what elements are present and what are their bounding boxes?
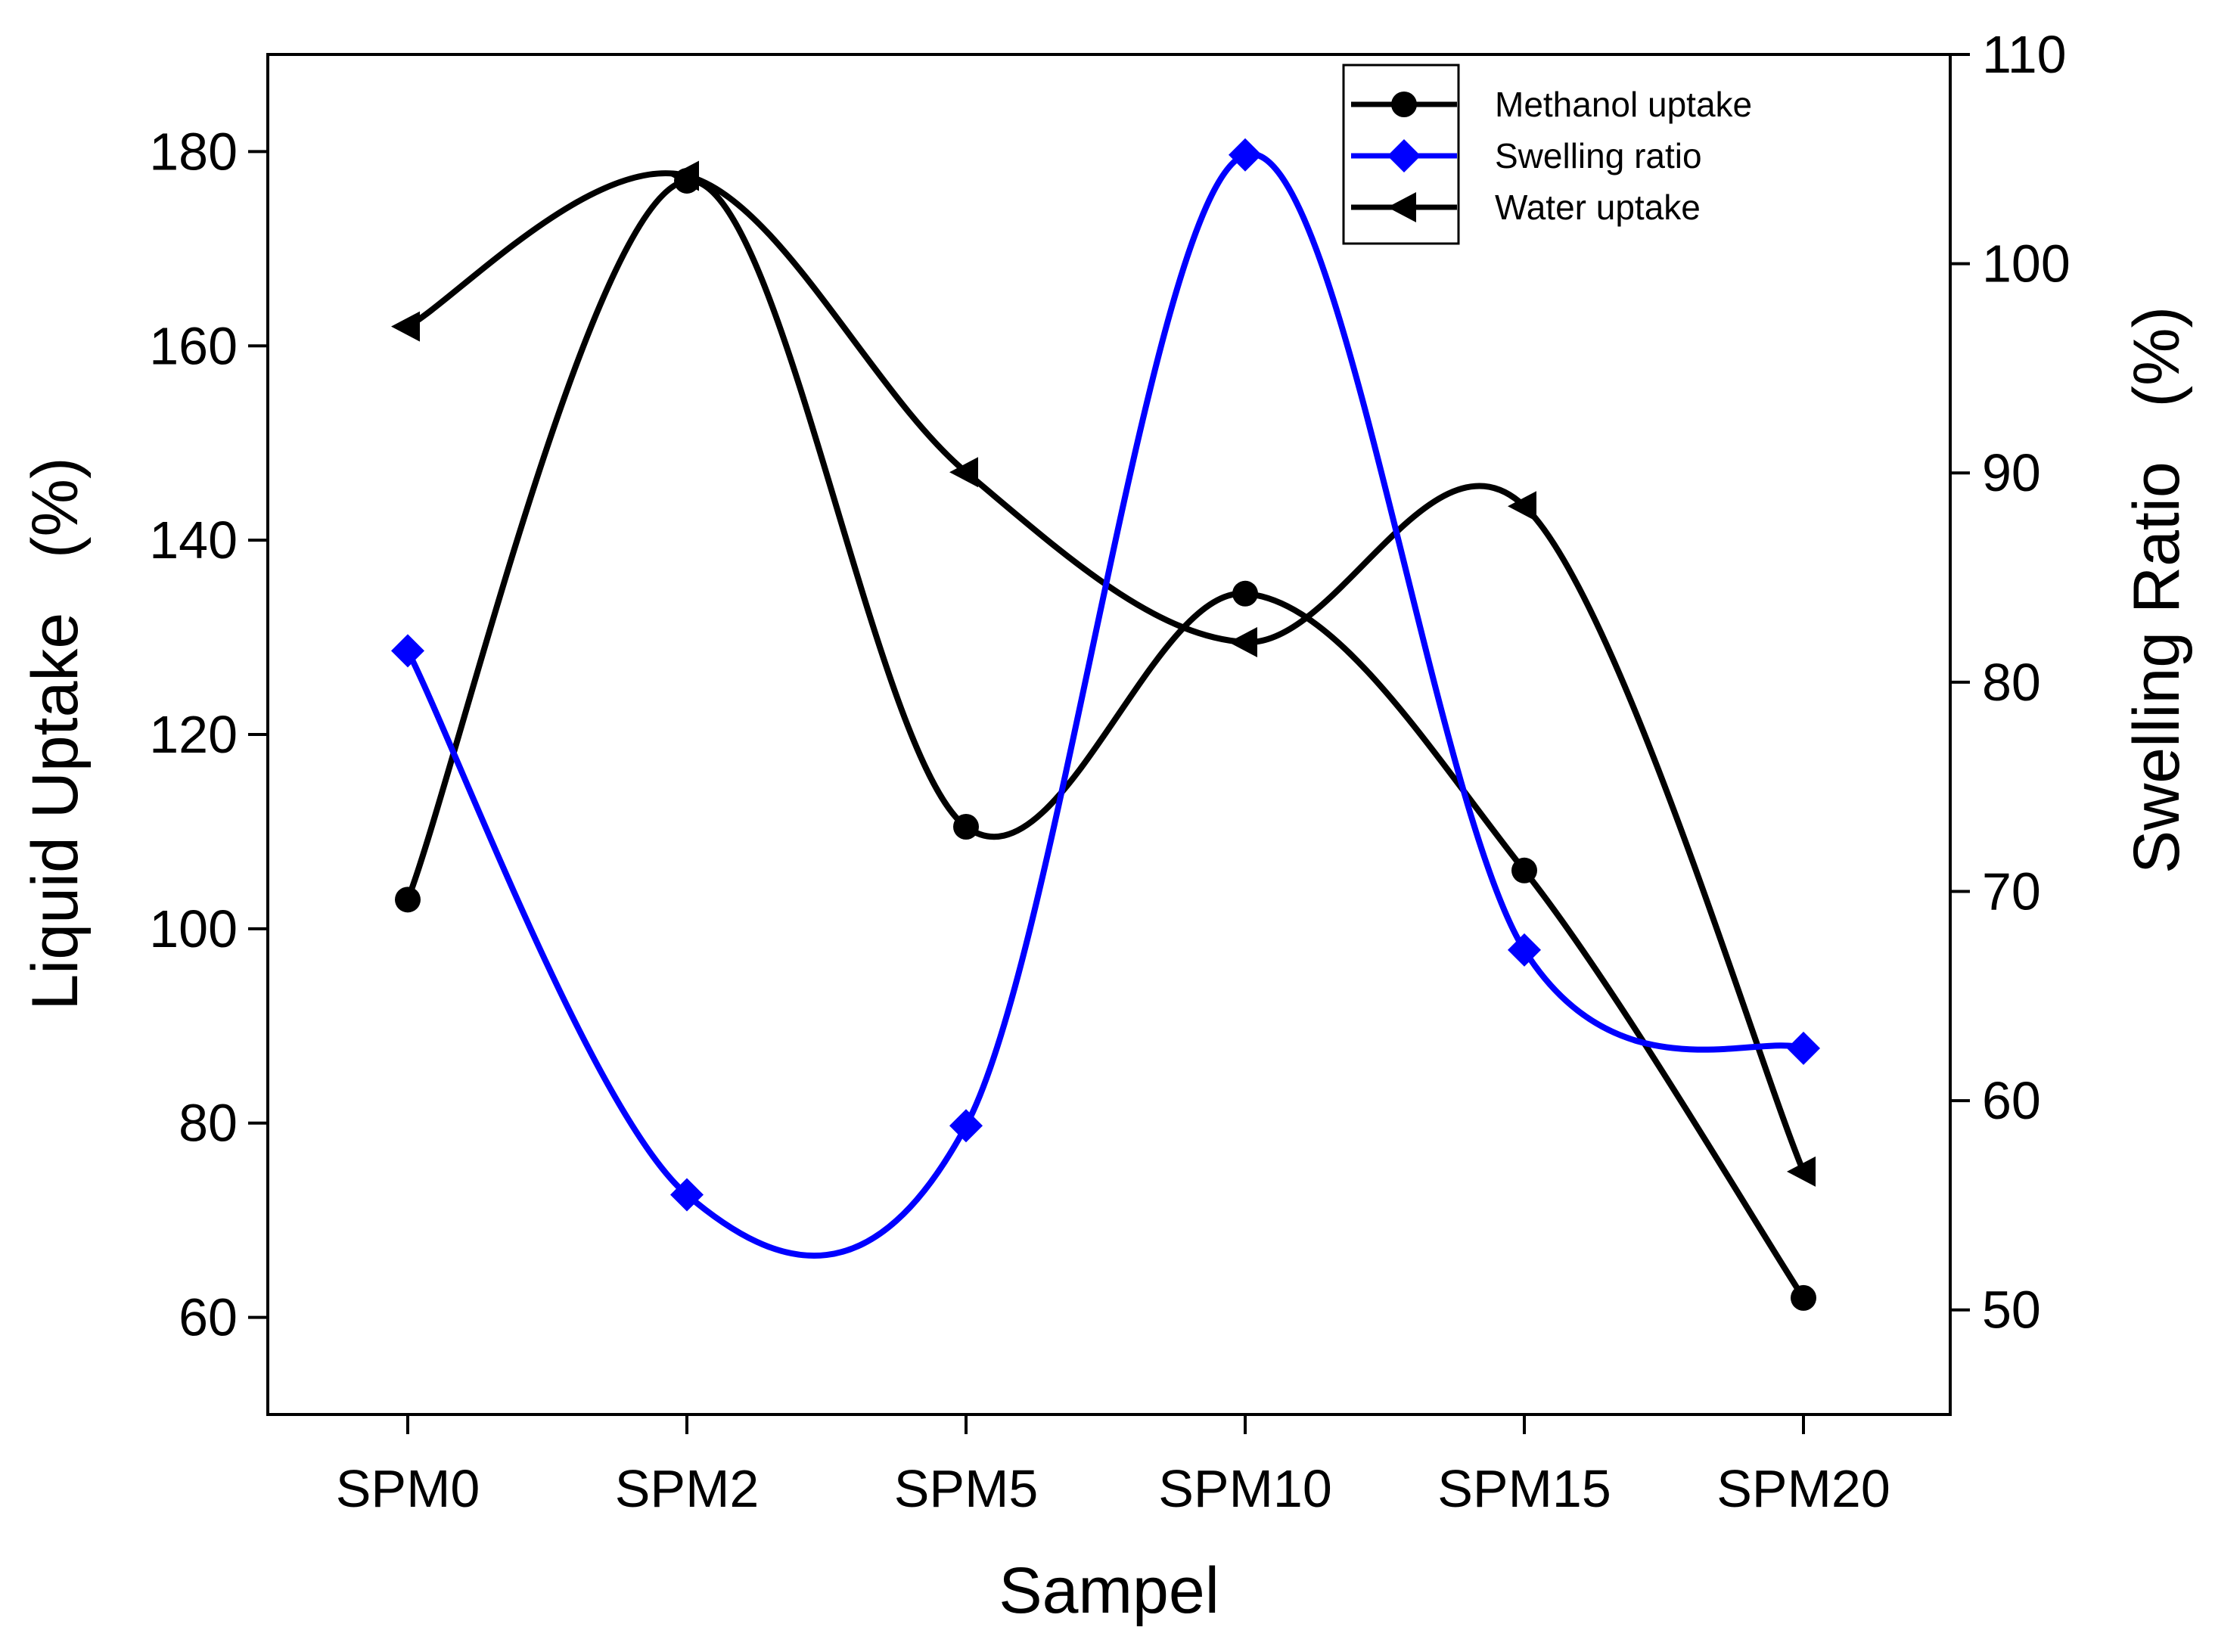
methanol-uptake-point <box>395 887 421 913</box>
swelling-ratio-point <box>1508 933 1541 967</box>
legend-marker-swelling-ratio <box>1387 139 1421 172</box>
x-tick-label: SPM20 <box>1716 1459 1890 1518</box>
legend-label-methanol-uptake: Methanol uptake <box>1495 85 1752 124</box>
swelling-ratio-point <box>1787 1031 1820 1065</box>
axes: SPM0 SPM2 SPM5 SPM10 SPM15 SPM20 60 80 100 120 140… <box>149 25 2071 1518</box>
water-uptake-point <box>1229 626 1257 657</box>
legend-label-swelling-ratio: Swelling ratio <box>1495 136 1702 175</box>
left-y-tick-label: 80 <box>179 1094 238 1153</box>
methanol-uptake-point <box>1511 857 1537 883</box>
right-y-tick-label: 100 <box>1982 234 2071 293</box>
legend-marker-methanol-uptake <box>1391 92 1417 117</box>
x-tick-label: SPM0 <box>336 1459 480 1518</box>
legend-marker-water-uptake <box>1387 192 1416 222</box>
right-y-tick-label: 80 <box>1982 653 2041 712</box>
water-uptake-point <box>949 457 978 488</box>
x-axis-title: Sampel <box>999 1554 1219 1627</box>
right-y-tick-label: 60 <box>1982 1071 2041 1130</box>
water-uptake-point <box>1508 491 1536 522</box>
swelling-ratio-point <box>949 1109 983 1143</box>
left-y-axis-title: Liquid Uptake (%) <box>19 457 92 1010</box>
left-y-tick-label: 140 <box>149 511 238 570</box>
left-y-tick-label: 180 <box>149 122 238 181</box>
series-curves <box>405 151 1806 1301</box>
swelling-ratio-line <box>405 151 1806 1259</box>
methanol-uptake-point <box>953 814 979 840</box>
right-y-tick-label: 70 <box>1982 862 2041 921</box>
x-tick-label: SPM2 <box>615 1459 760 1518</box>
water-uptake-point <box>391 311 420 342</box>
plot-frame <box>266 53 1952 1416</box>
methanol-uptake-point <box>1791 1284 1816 1311</box>
x-tick-label: SPM10 <box>1158 1459 1332 1518</box>
methanol-uptake-point <box>674 167 700 194</box>
left-y-tick-label: 160 <box>149 316 238 375</box>
series-markers <box>391 138 1820 1311</box>
legend: Methanol uptake Swelling ratio Water uptak… <box>1342 64 1752 245</box>
methanol-uptake-line <box>405 177 1806 1301</box>
left-y-tick-label: 120 <box>149 705 238 764</box>
right-y-axis-title: Swelling Ratio (%) <box>2120 306 2193 874</box>
swelling-ratio-point <box>1229 138 1262 172</box>
x-tick-label: SPM15 <box>1437 1459 1611 1518</box>
methanol-uptake-point <box>1232 580 1258 607</box>
right-y-tick-label: 90 <box>1982 443 2041 502</box>
swelling-ratio-point <box>391 634 424 668</box>
swelling-ratio-point <box>670 1178 704 1212</box>
right-y-tick-label: 110 <box>1982 25 2067 84</box>
right-y-tick-label: 50 <box>1982 1281 2041 1340</box>
water-uptake-point <box>1787 1156 1816 1187</box>
legend-label-water-uptake: Water uptake <box>1495 188 1701 227</box>
x-tick-label: SPM5 <box>894 1459 1039 1518</box>
left-y-tick-label: 100 <box>149 899 238 958</box>
left-y-tick-label: 60 <box>179 1288 238 1347</box>
